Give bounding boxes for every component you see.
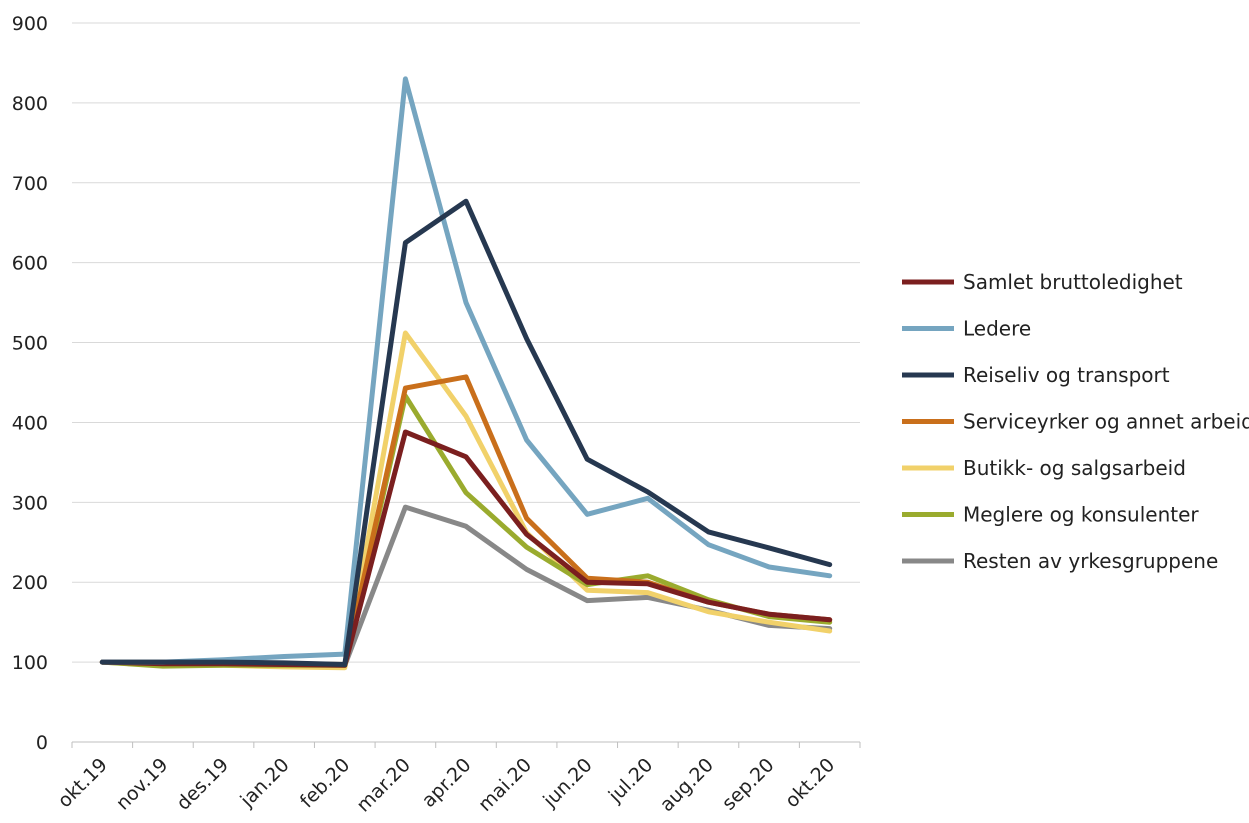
legend-label: Ledere [963,317,1031,341]
y-tick-label: 200 [12,572,48,594]
legend-label: Serviceyrker og annet arbeid [963,410,1249,434]
legend-label: Reiseliv og transport [963,363,1170,387]
x-tick-label: apr.20 [418,754,476,812]
x-tick-label: mai.20 [474,754,536,816]
y-tick-label: 700 [12,173,48,195]
series-line-1 [99,76,833,665]
x-tick-label: jan.20 [236,754,294,812]
legend-label: Resten av yrkesgruppene [963,549,1218,573]
y-tick-label: 900 [12,13,48,35]
x-tick-label: nov.19 [112,754,173,815]
x-tick-label: aug.20 [656,754,718,816]
legend-label: Meglere og konsulenter [963,503,1199,527]
y-tick-label: 100 [12,652,48,674]
y-tick-label: 400 [12,412,48,434]
y-tick-label: 0 [36,732,48,754]
x-tick-label: jul.20 [604,754,658,808]
gridlines [72,22,860,663]
x-tick-label: mar.20 [352,754,415,817]
y-tick-label: 600 [12,253,48,275]
x-tick-label: okt.19 [54,754,112,812]
x-tick-label: des.19 [172,754,233,815]
series-line-5 [99,393,833,669]
series-line-6 [99,504,833,668]
y-tick-label: 500 [12,333,48,355]
legend-label: Samlet bruttoledighet [963,270,1183,294]
x-tick-label: okt.20 [781,754,839,812]
legend-label: Butikk- og salgsarbeid [963,456,1186,480]
series-line-2 [99,198,833,667]
x-tick-label: jun.20 [538,754,596,812]
y-tick-label: 300 [12,492,48,514]
legend: Samlet bruttoledighet Ledere Reiseliv og t… [902,270,1249,573]
series-lines [99,76,833,671]
y-axis: 0 100 200 300 400 500 600 700 800 900 [12,13,48,754]
x-tick-label: sep.20 [718,754,779,815]
y-tick-label: 800 [12,93,48,115]
x-tick-label: feb.20 [296,754,354,812]
